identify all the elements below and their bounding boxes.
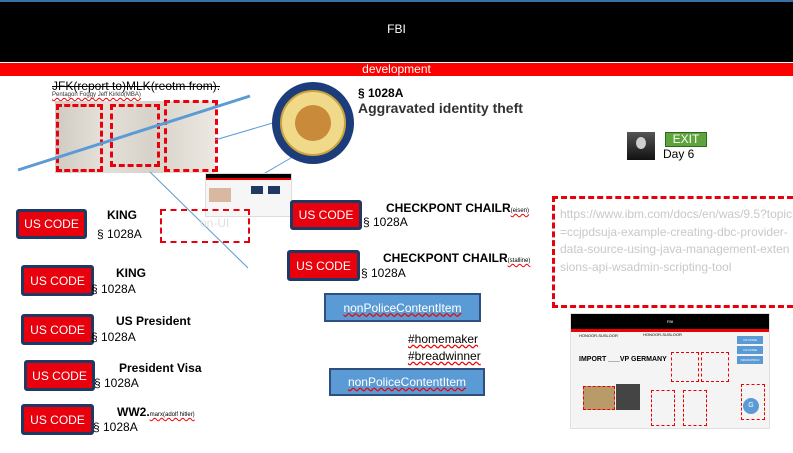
thumb-button: US CODE <box>737 346 763 354</box>
seal-emblem-icon <box>295 105 331 141</box>
statute-section: § 1028A <box>358 86 404 100</box>
content-item-button[interactable]: nonPoliceContentItem <box>329 368 485 396</box>
item-label: President Visa <box>119 361 202 375</box>
mini-button <box>268 186 280 194</box>
item-note: (stalline) <box>507 258 531 264</box>
mini-image <box>209 188 231 202</box>
highlight-box <box>164 100 218 172</box>
item-section: § 1028A <box>93 420 138 434</box>
hashtag: #homemaker <box>408 332 479 346</box>
thumb-highlight <box>651 390 675 426</box>
thumb-avatar: G <box>743 398 759 414</box>
thumb-highlight <box>701 352 729 382</box>
item-label: CHECKPONT CHAILR(stalline) <box>383 251 530 265</box>
thumb-portrait <box>616 384 640 410</box>
title-bar <box>0 0 793 62</box>
item-note: marx(adolf hitler) <box>149 412 195 418</box>
item-section: § 1028A <box>97 227 142 241</box>
portrait-image <box>627 132 655 160</box>
annotation-line <box>17 94 251 172</box>
item-label: KING <box>116 266 146 280</box>
thumb-button: US CODE <box>737 336 763 344</box>
us-code-button[interactable]: US CODE <box>21 314 94 345</box>
mini-button <box>251 186 263 194</box>
thumb-banner <box>571 329 769 332</box>
item-section: § 1028A <box>94 376 139 390</box>
highlight-box <box>110 104 160 167</box>
hashtag: #breadwinner <box>408 349 481 363</box>
top-caption-sub: Pentagon Foggy Jeff Kirklo(MBA) <box>52 92 141 98</box>
us-code-button[interactable]: US CODE <box>287 250 360 281</box>
thumb-highlight <box>671 352 699 382</box>
item-label: CHECKPONT CHAILR(eisen) <box>386 201 529 215</box>
us-code-button[interactable]: US CODE <box>21 265 94 296</box>
item-section: § 1028A <box>361 266 406 280</box>
statute-title: Aggravated identity theft <box>358 100 523 116</box>
ui-thumbnail: FBI HONOOR-SUSLOOR HONOOR-SUSLOOR IMPORT… <box>570 313 770 429</box>
item-label-text: WW2. <box>117 405 150 419</box>
url-box <box>552 196 793 308</box>
thumb-highlight <box>683 390 707 426</box>
mini-banner <box>206 178 291 180</box>
portrait-face <box>636 137 646 149</box>
development-banner <box>0 63 793 76</box>
item-label: KING <box>107 208 137 222</box>
development-label: development <box>362 62 431 76</box>
mini-ui-label: on-UI <box>200 216 230 230</box>
top-caption: JFK(report to)MLK(reotm from). Pentagon … <box>52 79 282 98</box>
us-code-button[interactable]: US CODE <box>16 209 87 239</box>
us-code-button[interactable]: US CODE <box>24 360 95 391</box>
mini-header <box>206 174 291 178</box>
top-caption-main: JFK(report to)MLK(reotm from). <box>52 79 221 93</box>
item-note: (eisen) <box>510 208 530 214</box>
thumb-tag-left: HONOOR-SUSLOOR <box>579 333 618 338</box>
mini-highlight <box>160 209 250 243</box>
thumb-header: FBI <box>571 314 769 329</box>
item-label-text: CHECKPONT CHAILR <box>383 251 508 265</box>
connector-line <box>149 171 249 269</box>
thumb-tag-right: HONOOR-SUSLOOR <box>643 332 682 337</box>
thumb-image <box>583 386 615 410</box>
book-image <box>55 101 215 173</box>
exit-button[interactable]: EXIT <box>665 132 707 147</box>
thumb-button: NDANCPROJ <box>737 356 763 364</box>
item-label: US President <box>116 314 191 328</box>
seal-inner <box>280 90 346 156</box>
day-label: Day 6 <box>663 147 695 161</box>
connector-line <box>214 121 277 141</box>
highlight-box <box>56 104 103 172</box>
california-seal <box>272 82 354 164</box>
thumb-subtitle: IMPORT ___VP GERMANY <box>579 356 667 363</box>
item-label: WW2.marx(adolf hitler) <box>117 405 195 419</box>
item-label-text: CHECKPONT CHAILR <box>386 201 511 215</box>
item-section: § 1028A <box>91 282 136 296</box>
item-section: § 1028A <box>363 215 408 229</box>
thumb-highlight <box>741 384 765 420</box>
content-item-button[interactable]: nonPoliceContentItem <box>324 293 481 322</box>
us-code-button[interactable]: US CODE <box>290 200 362 230</box>
page-title: FBI <box>387 22 406 36</box>
us-code-button[interactable]: US CODE <box>21 404 94 435</box>
item-section: § 1028A <box>91 330 136 344</box>
url-text[interactable]: https://www.ibm.com/docs/en/was/9.5?topi… <box>560 207 793 274</box>
